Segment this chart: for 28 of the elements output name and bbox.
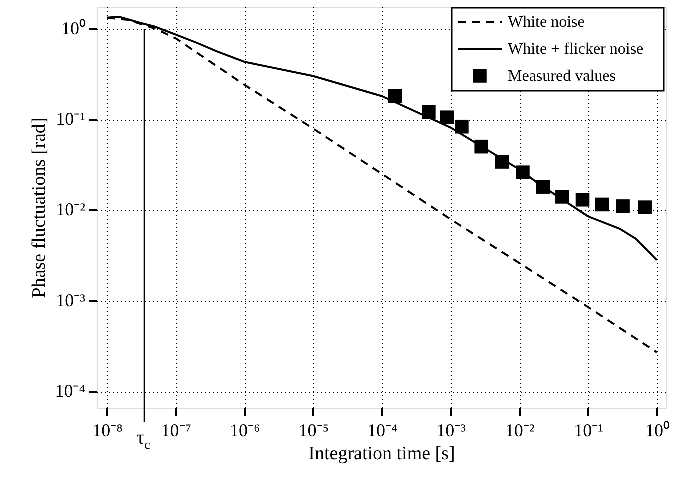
- x-tick-label: 10⁻²: [505, 420, 535, 440]
- point: [536, 180, 550, 194]
- x-tick-label: 10⁻¹: [574, 420, 604, 440]
- x-tick-label: 10⁻⁴: [367, 420, 398, 440]
- point: [595, 198, 610, 212]
- x-tick-label: 10⁰: [646, 420, 670, 440]
- y-tick-label: 10⁻³: [56, 290, 86, 310]
- point: [576, 193, 590, 207]
- point: [495, 155, 510, 169]
- legend-label: Measured values: [508, 68, 616, 85]
- legend-label: White + flicker noise: [508, 41, 644, 58]
- y-tick-label: 10⁻⁴: [55, 381, 86, 402]
- legend-label: White noise: [508, 14, 585, 31]
- x-tick-label: 10⁻³: [436, 420, 467, 440]
- point: [556, 190, 570, 204]
- x-axis-title: Integration time [s]: [308, 444, 456, 464]
- point: [616, 200, 630, 214]
- x-tick-label: 10⁻⁶: [230, 420, 260, 440]
- y-tick-label: 10⁻²: [56, 200, 86, 220]
- x-tick-label: 10⁻⁷: [161, 420, 192, 440]
- y-axis-title: Phase fluctuations [rad]: [29, 118, 50, 298]
- point: [474, 140, 488, 154]
- point: [516, 166, 530, 180]
- point: [455, 120, 469, 134]
- y-tick-label: 10⁻¹: [56, 109, 86, 130]
- x-tick-label: 10⁻⁵: [298, 420, 330, 440]
- x-tick-label: 10⁻⁸: [92, 420, 123, 440]
- y-tick-label: 10⁰: [62, 18, 86, 38]
